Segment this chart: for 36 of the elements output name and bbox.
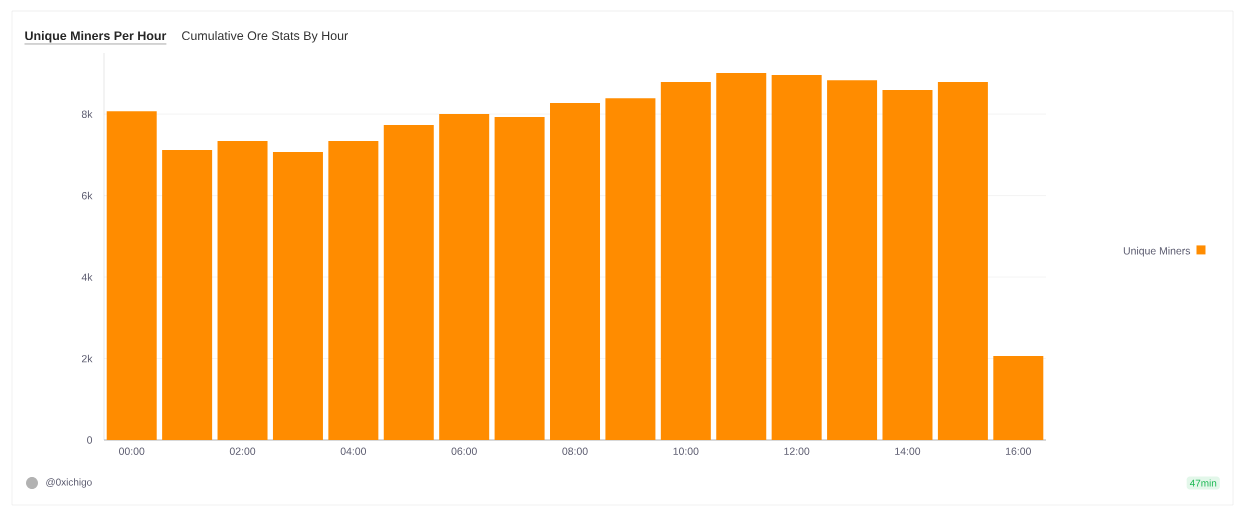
chart-title: Unique Miners Per Hour (25, 30, 167, 43)
x-tick-label: 08:00 (562, 447, 588, 455)
x-tick-label: 06:00 (451, 447, 477, 455)
bar (328, 140, 379, 440)
chart-subtitle: Cumulative Ore Stats By Hour (182, 30, 348, 43)
y-tick-label: 6k (81, 191, 93, 200)
bar (771, 75, 822, 440)
x-tick-label: 00:00 (119, 447, 145, 455)
bar (162, 149, 213, 440)
bar (882, 90, 933, 440)
x-tick-label: 04:00 (340, 447, 367, 455)
bar (605, 98, 656, 440)
x-tick-label: 14:00 (895, 447, 921, 455)
bar (716, 72, 767, 440)
legend-label: Unique Miners (1123, 246, 1191, 257)
y-tick-label: 8k (81, 110, 93, 118)
text: 47min (1189, 479, 1217, 487)
x-tick-label: 02:00 (229, 447, 256, 455)
bar (937, 81, 988, 440)
x-tick-label: 12:00 (784, 447, 810, 455)
bar (217, 140, 268, 440)
bar (827, 80, 878, 440)
bar (993, 356, 1044, 440)
x-tick-label: 10:00 (673, 447, 699, 455)
bar (272, 151, 323, 440)
text: @0xichigo (46, 478, 92, 488)
bar (494, 116, 545, 440)
y-tick-label: 0 (87, 436, 93, 444)
bar (383, 125, 434, 440)
y-tick-label: 2k (81, 354, 93, 363)
bar (439, 114, 490, 440)
bar (106, 111, 157, 440)
x-tick-label: 16:00 (1006, 447, 1031, 455)
bar (550, 103, 601, 440)
y-tick-label: 4k (81, 273, 93, 281)
bar (660, 81, 711, 440)
